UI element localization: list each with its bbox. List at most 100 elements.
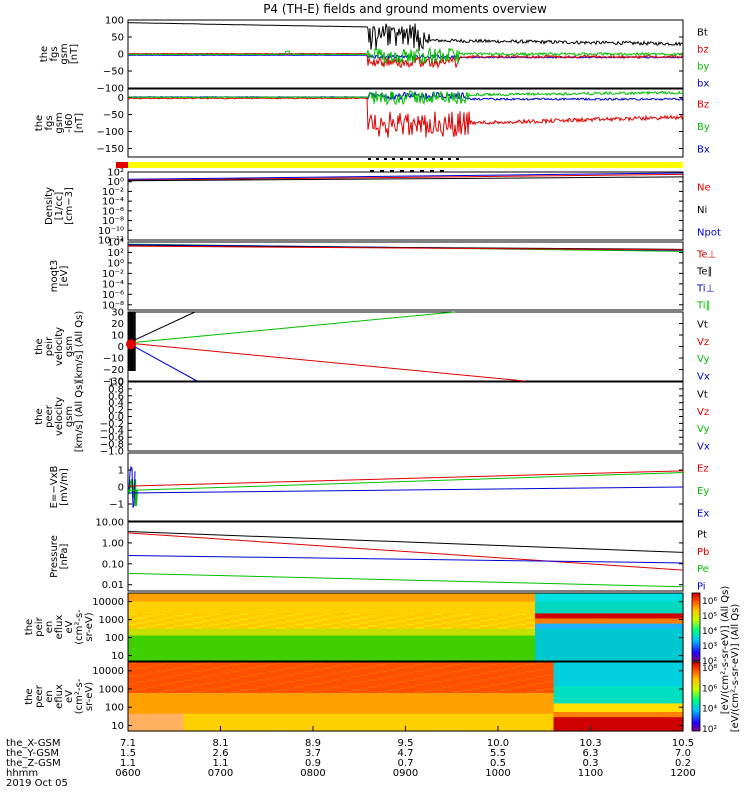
heatmap-cell [276,691,286,694]
heatmap-cell [202,616,212,620]
heatmap-cell [146,644,157,647]
heatmap-cell [322,633,333,637]
heatmap-cell [535,694,545,698]
heatmap-cell [655,665,666,668]
heatmap-cell [572,596,582,599]
heatmap-cell [562,625,573,628]
heatmap-cell [285,645,296,648]
heatmap-cell [627,652,638,655]
heatmap-cell [137,720,148,723]
heatmap-cell [146,623,157,626]
heatmap-cell [165,599,175,603]
heatmap-cell [488,679,499,682]
heatmap-cell [128,604,138,608]
heatmap-cell [340,670,351,673]
heatmap-cell [590,650,601,654]
heatmap-cell [627,686,638,689]
heatmap-cell [220,593,231,596]
heatmap-cell [479,675,490,679]
heatmap-cell [664,703,675,706]
heatmap-cell [174,663,185,666]
heatmap-cell [174,598,185,601]
heatmap-cell [359,655,370,659]
heatmap-cell [516,640,527,643]
heatmap-cell [183,599,194,603]
heatmap-cell [377,618,388,621]
heatmap-cell [479,594,490,597]
heatmap-cell [128,724,138,727]
heatmap-cell [220,604,231,608]
heatmap-cell [313,621,323,625]
heatmap-cell [451,632,462,635]
heatmap-cell [396,662,407,665]
heatmap-cell [313,613,323,616]
heatmap-cell [146,604,157,608]
heatmap-cell [257,724,268,727]
heatmap-cell [414,706,425,710]
heatmap-cell [331,620,342,623]
heatmap-cell [229,674,240,677]
heatmap-cell [331,705,342,708]
y-label-line: [cm−3] [64,187,75,225]
heatmap-cell [183,627,194,630]
heatmap-cell [128,665,138,668]
heatmap-cell [220,603,231,606]
heatmap-cell [451,715,462,718]
heatmap-cell [442,655,453,659]
heatmap-cell [220,594,231,597]
data-lines [126,311,526,382]
heatmap-cell [285,657,296,660]
heatmap-cell [646,703,656,706]
heatmap-cell [433,650,444,654]
heatmap-cell [248,645,259,648]
heatmap-cell [544,717,555,720]
heatmap-cell [562,640,573,643]
heatmap-cell [572,694,582,698]
heatmap-cell [155,618,166,621]
y-tick-label: 0 [118,50,124,61]
heatmap-cell [581,620,592,623]
heatmap-cell [655,724,666,727]
heatmap-cell [627,632,638,635]
heatmap-cell [507,647,518,650]
heatmap-cell [544,642,555,645]
heatmap-cell [377,655,388,659]
heatmap-cell [442,637,453,640]
heatmap-cell [211,596,222,599]
heatmap-cell [340,698,351,701]
legend-label: Ti∥ [696,301,711,312]
heatmap-cell [525,696,536,699]
heatmap-cell [516,644,527,647]
heatmap-cell [276,682,286,685]
heatmap-cell [229,625,240,628]
heatmap-cell [248,638,259,642]
heatmap-cell [165,718,175,722]
heatmap-cell [479,638,490,642]
y-label-line: [mV/m] [59,468,70,506]
heatmap-cell [470,623,481,626]
heatmap-cell [498,687,508,691]
heatmap-cell [414,682,425,685]
heatmap-cell [507,615,518,618]
heatmap-cell [239,679,249,682]
heatmap-cell [562,601,573,604]
heatmap-cell [229,703,240,706]
heatmap-cell [396,650,407,654]
heatmap-cell [535,637,545,640]
heatmap-cell [202,687,212,691]
heatmap-cell [544,708,555,711]
heatmap-cell [192,608,203,611]
series-by [127,46,684,64]
heatmap-cell [609,603,619,606]
heatmap-cell [266,635,277,638]
heatmap-cell [146,640,157,643]
heatmap-cell [525,645,536,648]
heatmap-cell [387,611,397,614]
heatmap-cell [553,645,564,648]
heatmap-cell [525,665,536,668]
heatmap-cell [627,644,638,647]
heatmap-cell [220,606,231,609]
heatmap-cell [590,717,601,720]
heatmap-cell [646,615,656,618]
heatmap-cell [155,725,166,729]
